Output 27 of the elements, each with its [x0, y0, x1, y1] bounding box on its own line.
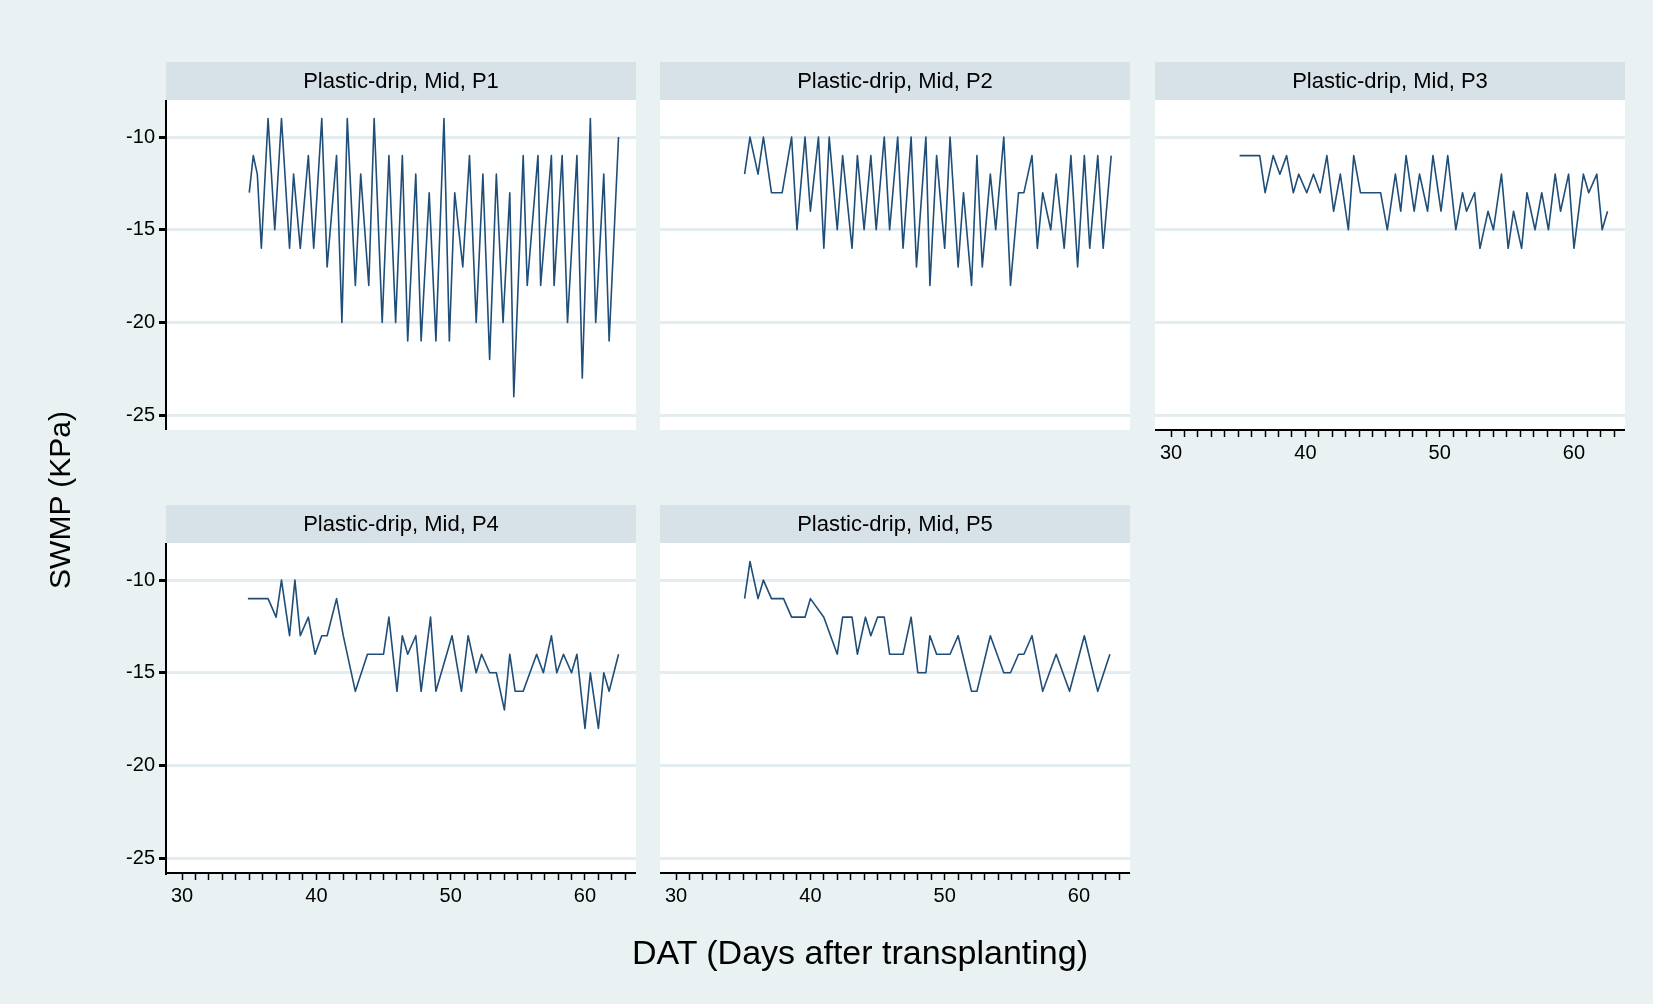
x-tick-label: 30: [1159, 440, 1183, 463]
chart-title: Plastic-drip, Mid, P1: [166, 62, 636, 100]
x-tick-label: 40: [305, 883, 328, 906]
x-tick-label: 40: [799, 883, 822, 906]
x-tick-label: 30: [170, 883, 194, 906]
chart-title: Plastic-drip, Mid, P4: [166, 505, 636, 543]
y-axis-title: SWMP (KPa): [43, 411, 77, 589]
x-axis-title: DAT (Days after transplanting): [631, 932, 1089, 972]
y-tick-label: -20: [126, 309, 155, 332]
y-tick-label: -20: [126, 752, 155, 775]
y-tick-label: -25: [126, 845, 155, 868]
x-tick-label: 40: [1294, 440, 1317, 463]
x-tick-label: 60: [1067, 883, 1091, 906]
y-tick-label: -15: [126, 660, 155, 683]
chart-title: Plastic-drip, Mid, P2: [660, 62, 1130, 100]
x-tick-label: 60: [573, 883, 597, 906]
y-tick-label: -15: [126, 217, 155, 240]
y-tick-label: -10: [126, 567, 155, 590]
x-tick-label: 30: [664, 883, 688, 906]
y-tick-label: -10: [126, 124, 155, 147]
chart-title: Plastic-drip, Mid, P5: [660, 505, 1130, 543]
y-tick-label: -25: [126, 402, 155, 425]
x-tick-label: 50: [933, 883, 956, 906]
x-tick-label: 60: [1562, 440, 1586, 463]
x-tick-label: 50: [1428, 440, 1451, 463]
x-tick-label: 50: [439, 883, 462, 906]
chart-title: Plastic-drip, Mid, P3: [1155, 62, 1625, 100]
